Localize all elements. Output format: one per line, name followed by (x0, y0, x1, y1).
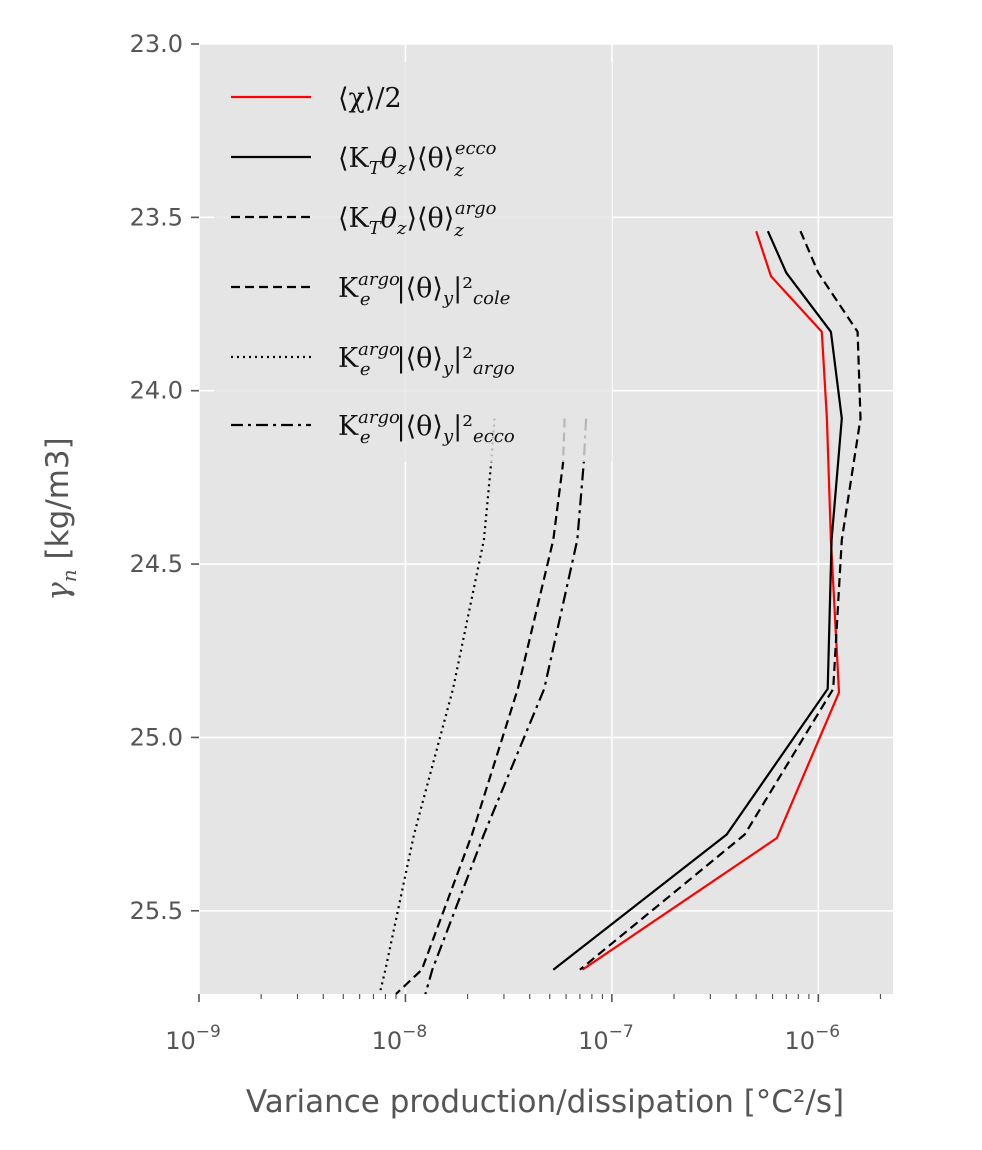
legend-label-1: ⟨χ⟩/2 (338, 83, 402, 114)
y-axis-title-sub: n (57, 569, 81, 582)
legend-sup: argo (358, 339, 400, 360)
legend-sub: T (369, 158, 383, 179)
legend-part: |⟨θ⟩ (397, 411, 443, 442)
legend-label-3: ⟨KTθz⟩⟨θ⟩zargo (338, 198, 497, 241)
legend-part: K (338, 273, 359, 304)
y-tick-label: 24.5 (130, 550, 183, 578)
legend-label-4: Kargo e |⟨θ⟩y|²cole (338, 269, 510, 310)
legend-sub: e (360, 427, 371, 448)
x-tick-label-base: 10 (578, 1027, 609, 1055)
legend-sub: y (442, 288, 454, 309)
x-tick-label-exponent: −9 (196, 1022, 221, 1042)
legend-sup: argo (358, 407, 400, 428)
legend-label-2: ⟨KTθz⟩⟨θ⟩zecco (338, 138, 497, 181)
legend-sup: ecco (455, 138, 497, 159)
x-tick-label-exponent: −7 (609, 1022, 634, 1042)
legend-sub: ecco (473, 426, 515, 447)
legend-sub: y (442, 358, 454, 379)
legend-sub: cole (473, 288, 510, 309)
x-tick-label: 10−7 (578, 1022, 634, 1055)
legend-part: |² (453, 273, 473, 304)
legend-part: K (338, 411, 359, 442)
legend-part: |² (453, 411, 473, 442)
legend-sub: z (453, 160, 464, 181)
legend-part: |² (453, 343, 473, 374)
legend-part: θ (381, 203, 397, 234)
x-tick-label: 10−6 (785, 1022, 841, 1055)
legend-label-6: Kargo e |⟨θ⟩y|²ecco (338, 407, 515, 448)
legend-sub: z (396, 158, 407, 179)
legend-part: |⟨θ⟩ (397, 273, 443, 304)
legend-part: |⟨θ⟩ (397, 343, 443, 374)
legend-sup: argo (455, 198, 497, 219)
legend-sub: z (396, 218, 407, 239)
legend-sub: e (360, 359, 371, 380)
legend-part: ⟨K (338, 143, 370, 174)
x-tick-label-exponent: −6 (815, 1022, 840, 1042)
legend-sub: argo (473, 358, 515, 379)
legend-part: ⟩⟨θ⟩ (406, 143, 454, 174)
legend-sub: T (369, 218, 383, 239)
legend-part: ⟨K (338, 203, 370, 234)
y-axis-title-unit: [kg/m3] (40, 437, 76, 569)
legend-sup: argo (358, 269, 400, 290)
axes: 23.023.524.024.525.025.510−9 10−8 10−7 10−6 (130, 30, 882, 1055)
x-tick-label: 10−9 (165, 1022, 221, 1055)
series-line-4 (395, 418, 566, 995)
x-tick-label-base: 10 (785, 1027, 816, 1055)
y-axis-title-main: γ (40, 582, 76, 601)
y-tick-label: 25.5 (130, 897, 183, 925)
series-group (378, 230, 862, 995)
y-tick-label: 25.0 (130, 723, 183, 751)
x-tick-label-base: 10 (165, 1027, 196, 1055)
legend-label-5: Kargo e |⟨θ⟩y|²argo (338, 339, 515, 380)
x-tick-label-base: 10 (372, 1027, 403, 1055)
x-tick-label-exponent: −8 (402, 1022, 427, 1042)
y-axis-title: γn [kg/m3] (40, 437, 81, 600)
y-tick-label: 24.0 (130, 377, 183, 405)
series-line-1 (581, 230, 841, 971)
x-tick-label: 10−8 (372, 1022, 428, 1055)
y-tick-label: 23.0 (130, 30, 183, 58)
series-line-6 (424, 418, 588, 995)
x-axis-title: Variance production/dissipation [°C²/s] (246, 1084, 844, 1120)
legend-sub: e (360, 289, 371, 310)
legend-part: ⟨χ⟩/2 (338, 83, 402, 114)
y-tick-label: 23.5 (130, 203, 183, 231)
legend-part: ⟩⟨θ⟩ (406, 203, 454, 234)
legend-sub: z (453, 220, 464, 241)
series-line-2 (552, 230, 843, 971)
legend-sub: y (442, 426, 454, 447)
legend-part: K (338, 343, 359, 374)
legend-box (214, 62, 612, 462)
legend-part: θ (381, 143, 397, 174)
series-line-3 (579, 230, 862, 971)
